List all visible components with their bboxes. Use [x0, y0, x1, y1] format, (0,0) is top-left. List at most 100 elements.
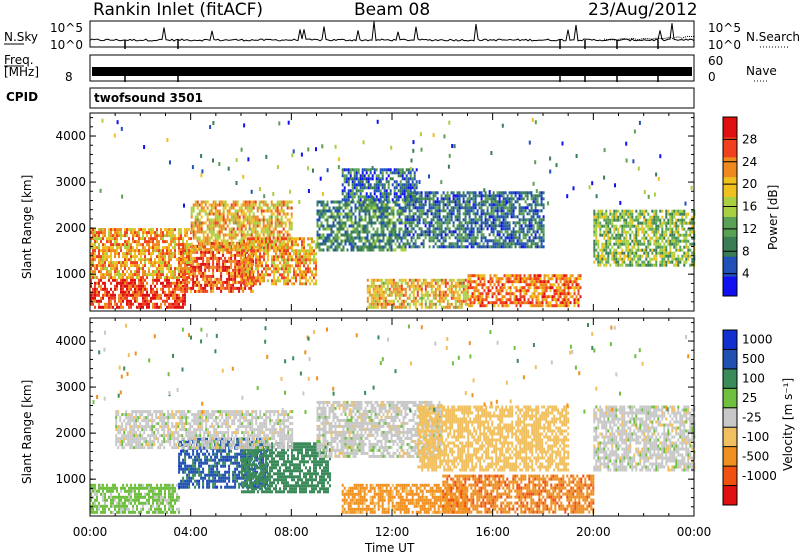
- heatmap-cell: [251, 207, 253, 210]
- heatmap-cell: [134, 279, 136, 282]
- heatmap-cell: [481, 209, 483, 212]
- heatmap-cell: [530, 277, 532, 280]
- heatmap-cell: [261, 228, 263, 231]
- heatmap-cell: [265, 246, 267, 249]
- heatmap-cell: [409, 279, 411, 282]
- heatmap-cell: [104, 306, 106, 309]
- heatmap-cell: [470, 274, 472, 277]
- heatmap-cell: [488, 292, 490, 295]
- heatmap-cell: [200, 290, 202, 293]
- heatmap-cell: [505, 227, 507, 230]
- heatmap-cell: [544, 280, 546, 283]
- heatmap-cell: [417, 300, 419, 303]
- heatmap-cell: [279, 252, 281, 255]
- heatmap-cell: [548, 274, 550, 277]
- heatmap-cell: [209, 225, 211, 228]
- heatmap-cell: [513, 233, 515, 236]
- heatmap-cell: [479, 242, 481, 245]
- heatmap-cell: [365, 246, 367, 249]
- heatmap-cell: [198, 263, 200, 266]
- heatmap-cell: [407, 215, 409, 218]
- heatmap-cell: [212, 260, 214, 263]
- heatmap-cell: [283, 228, 285, 231]
- heatmap-cell: [182, 287, 184, 290]
- heatmap-cell: [106, 291, 108, 294]
- heatmap-cell: [417, 206, 419, 209]
- heatmap-cell: [245, 216, 247, 219]
- heatmap-cell: [419, 303, 421, 306]
- heatmap-cell: [234, 278, 236, 281]
- heatmap-cell: [144, 240, 146, 243]
- heatmap-cell: [279, 210, 281, 213]
- heatmap-cell: [395, 225, 397, 228]
- heatmap-cell: [216, 257, 218, 260]
- heatmap-cell: [520, 289, 522, 292]
- heatmap-cell: [413, 300, 415, 303]
- heatmap-cell: [481, 227, 483, 230]
- heatmap-cell: [609, 237, 611, 240]
- heatmap-cell: [373, 300, 375, 303]
- heatmap-cell: [232, 254, 234, 257]
- heatmap-cell: [162, 300, 164, 303]
- heatmap-cell: [595, 222, 597, 225]
- heatmap-cell: [532, 280, 534, 283]
- heatmap-cell: [287, 276, 289, 279]
- heatmap-cell: [463, 224, 465, 227]
- heatmap-cell: [377, 303, 379, 306]
- heatmap-cell: [259, 255, 261, 258]
- heatmap-cell: [613, 219, 615, 222]
- heatmap-cell: [247, 216, 249, 219]
- heatmap-cell: [337, 234, 339, 237]
- heatmap-cell: [369, 216, 371, 219]
- heatmap-cell: [347, 234, 349, 237]
- heatmap-cell: [102, 231, 104, 234]
- heatmap-cell: [325, 219, 327, 222]
- heatmap-cell: [116, 267, 118, 270]
- heatmap-cell: [516, 304, 518, 307]
- heatmap-cell: [609, 222, 611, 225]
- heatmap-cell: [128, 288, 130, 291]
- heatmap-cell: [245, 201, 247, 204]
- heatmap-cell: [208, 275, 210, 278]
- heatmap-cell: [339, 216, 341, 219]
- heatmap-cell: [138, 273, 140, 276]
- heatmap-cell: [525, 209, 527, 212]
- heatmap-cell: [168, 261, 170, 264]
- heatmap-cell: [439, 291, 441, 294]
- heatmap-cell: [120, 234, 122, 237]
- heatmap-cell: [104, 228, 106, 231]
- heatmap-cell: [525, 221, 527, 224]
- heatmap-cell: [492, 295, 494, 298]
- heatmap-cell: [168, 306, 170, 309]
- heatmap-cell: [269, 243, 271, 246]
- heatmap-cell: [287, 279, 289, 282]
- heatmap-cell: [401, 228, 403, 231]
- heatmap-cell: [206, 284, 208, 287]
- heatmap-cell: [202, 263, 204, 266]
- heatmap-cell: [509, 200, 511, 203]
- heatmap-cell: [203, 210, 205, 213]
- heatmap-cell: [126, 243, 128, 246]
- heatmap-cell: [102, 276, 104, 279]
- heatmap-cell: [106, 273, 108, 276]
- heatmap-cell: [112, 249, 114, 252]
- heatmap-cell: [355, 243, 357, 246]
- heatmap-cell: [453, 294, 455, 297]
- heatmap-cell: [379, 213, 381, 216]
- heatmap-cell: [146, 249, 148, 252]
- heatmap-cell: [411, 203, 413, 206]
- heatmap-cell: [172, 282, 174, 285]
- heatmap-cell: [502, 283, 504, 286]
- heatmap-cell: [509, 236, 511, 239]
- heatmap-cell: [429, 194, 431, 197]
- heatmap-cell: [142, 300, 144, 303]
- heatmap-cell: [249, 276, 251, 279]
- heatmap-cell: [265, 243, 267, 246]
- heatmap-cell: [411, 282, 413, 285]
- heatmap-cell: [168, 285, 170, 288]
- heatmap-cell: [605, 234, 607, 237]
- heatmap-cell: [132, 279, 134, 282]
- heatmap-cell: [427, 230, 429, 233]
- heatmap-cell: [359, 210, 361, 213]
- heatmap-cell: [243, 273, 245, 276]
